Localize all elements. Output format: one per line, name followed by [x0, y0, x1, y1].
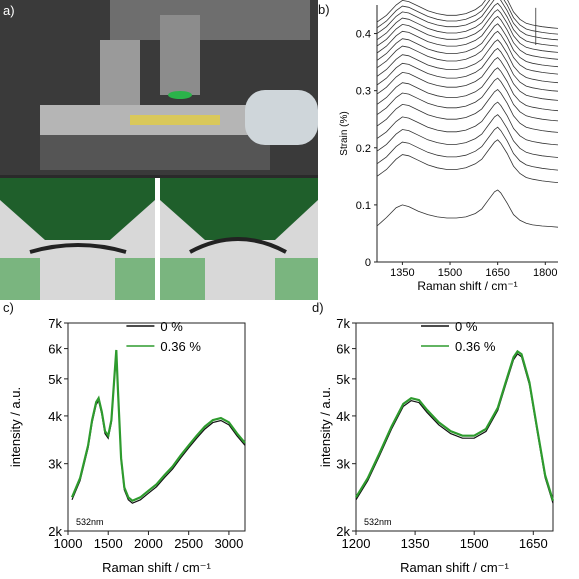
x-tick-label: 1350 — [390, 267, 414, 279]
strain-series-line-8 — [376, 56, 559, 101]
panel-label-d: d) — [312, 300, 324, 315]
strain-series-line-14 — [376, 9, 559, 53]
laser-wavelength-annotation: 532nm — [364, 517, 392, 527]
strain-series-line-11 — [376, 30, 559, 75]
panel-label-a: a) — [3, 3, 15, 18]
x-tick-label: 2500 — [174, 536, 203, 551]
y-tick-label: 7k — [336, 316, 350, 331]
y-tick-label: 3k — [48, 457, 62, 472]
strain-series-line-18 — [376, 0, 559, 29]
y-tick-label: 5k — [48, 372, 62, 387]
strain-series-line-3 — [376, 114, 559, 158]
strain-series-line-15 — [376, 2, 559, 47]
spectrum-line-0 — [355, 353, 554, 504]
strain-series-line-17 — [376, 0, 559, 35]
strain-series-line-0 — [376, 189, 559, 228]
x-tick-label: 1500 — [460, 536, 489, 551]
y-tick-label: 0.1 — [356, 200, 371, 212]
spectrum-line-1 — [70, 349, 246, 502]
strain-series-line-13 — [376, 15, 559, 60]
x-tick-label: 3000 — [214, 536, 243, 551]
y-tick-label: 3k — [336, 457, 350, 472]
y-tick-label: 0.2 — [356, 143, 371, 155]
x-tick-label: 1800 — [533, 267, 557, 279]
strain-series-line-9 — [376, 47, 559, 92]
y-axis-label: Strain (%) — [339, 111, 350, 155]
laser-wavelength-annotation: 532nm — [76, 517, 104, 527]
strain-series-line-16 — [376, 0, 559, 41]
y-tick-label: 2k — [48, 524, 62, 539]
panel-label-c: c) — [3, 300, 14, 315]
panel-label-b: b) — [318, 2, 330, 17]
x-axis-label: Raman shift / cm⁻¹ — [400, 560, 509, 575]
x-tick-label: 1000 — [54, 536, 83, 551]
y-tick-label: 2k — [336, 524, 350, 539]
legend-label-1: 0.36 % — [455, 339, 496, 354]
strain-series-line-4 — [376, 101, 559, 146]
x-tick-label: 1350 — [401, 536, 430, 551]
strain-series-line-6 — [376, 77, 559, 122]
legend-label-0: 0 % — [455, 319, 478, 334]
y-tick-label: 6k — [48, 342, 62, 357]
strain-series-line-2 — [376, 126, 559, 171]
plot-frame — [355, 322, 554, 532]
strain-series-line-10 — [376, 39, 559, 84]
chart-d: 2k 3k 4k 5k 6k 7k 1200 1350 1500 1650 Raman shift … — [318, 316, 555, 575]
x-tick-label: 1650 — [485, 267, 509, 279]
x-tick-label: 1500 — [438, 267, 462, 279]
strain-series-line-7 — [376, 67, 559, 112]
legend-label-1: 0.36 % — [160, 339, 201, 354]
y-tick-label: 6k — [336, 342, 350, 357]
strain-series-line-1 — [376, 139, 559, 183]
x-axis-label: Raman shift / cm⁻¹ — [102, 560, 211, 575]
x-tick-label: 1650 — [519, 536, 548, 551]
y-tick-label: 0.3 — [356, 86, 371, 98]
x-tick-label: 1200 — [342, 536, 371, 551]
plot-frame — [67, 322, 246, 532]
chart-b: 0 0.1 0.2 0.3 0.4 1350 1500 1650 1800 Raman shift… — [339, 0, 559, 293]
strain-series-line-12 — [376, 23, 559, 68]
y-axis-label: intensity / a.u. — [8, 387, 23, 467]
y-tick-label: 4k — [336, 409, 350, 424]
y-tick-label: 7k — [48, 316, 62, 331]
y-tick-label: 0.4 — [356, 29, 371, 41]
strain-series-line-5 — [376, 88, 559, 133]
y-tick-label: 0 — [365, 257, 371, 269]
x-tick-label: 1500 — [94, 536, 123, 551]
x-tick-label: 2000 — [134, 536, 163, 551]
y-tick-label: 4k — [48, 409, 62, 424]
spectrum-line-1 — [355, 349, 555, 502]
y-tick-label: 5k — [336, 372, 350, 387]
legend-label-0: 0 % — [160, 319, 183, 334]
y-axis-label: intensity / a.u. — [318, 387, 333, 467]
setup-photo — [0, 0, 318, 300]
x-axis-label: Raman shift / cm⁻¹ — [417, 279, 517, 293]
